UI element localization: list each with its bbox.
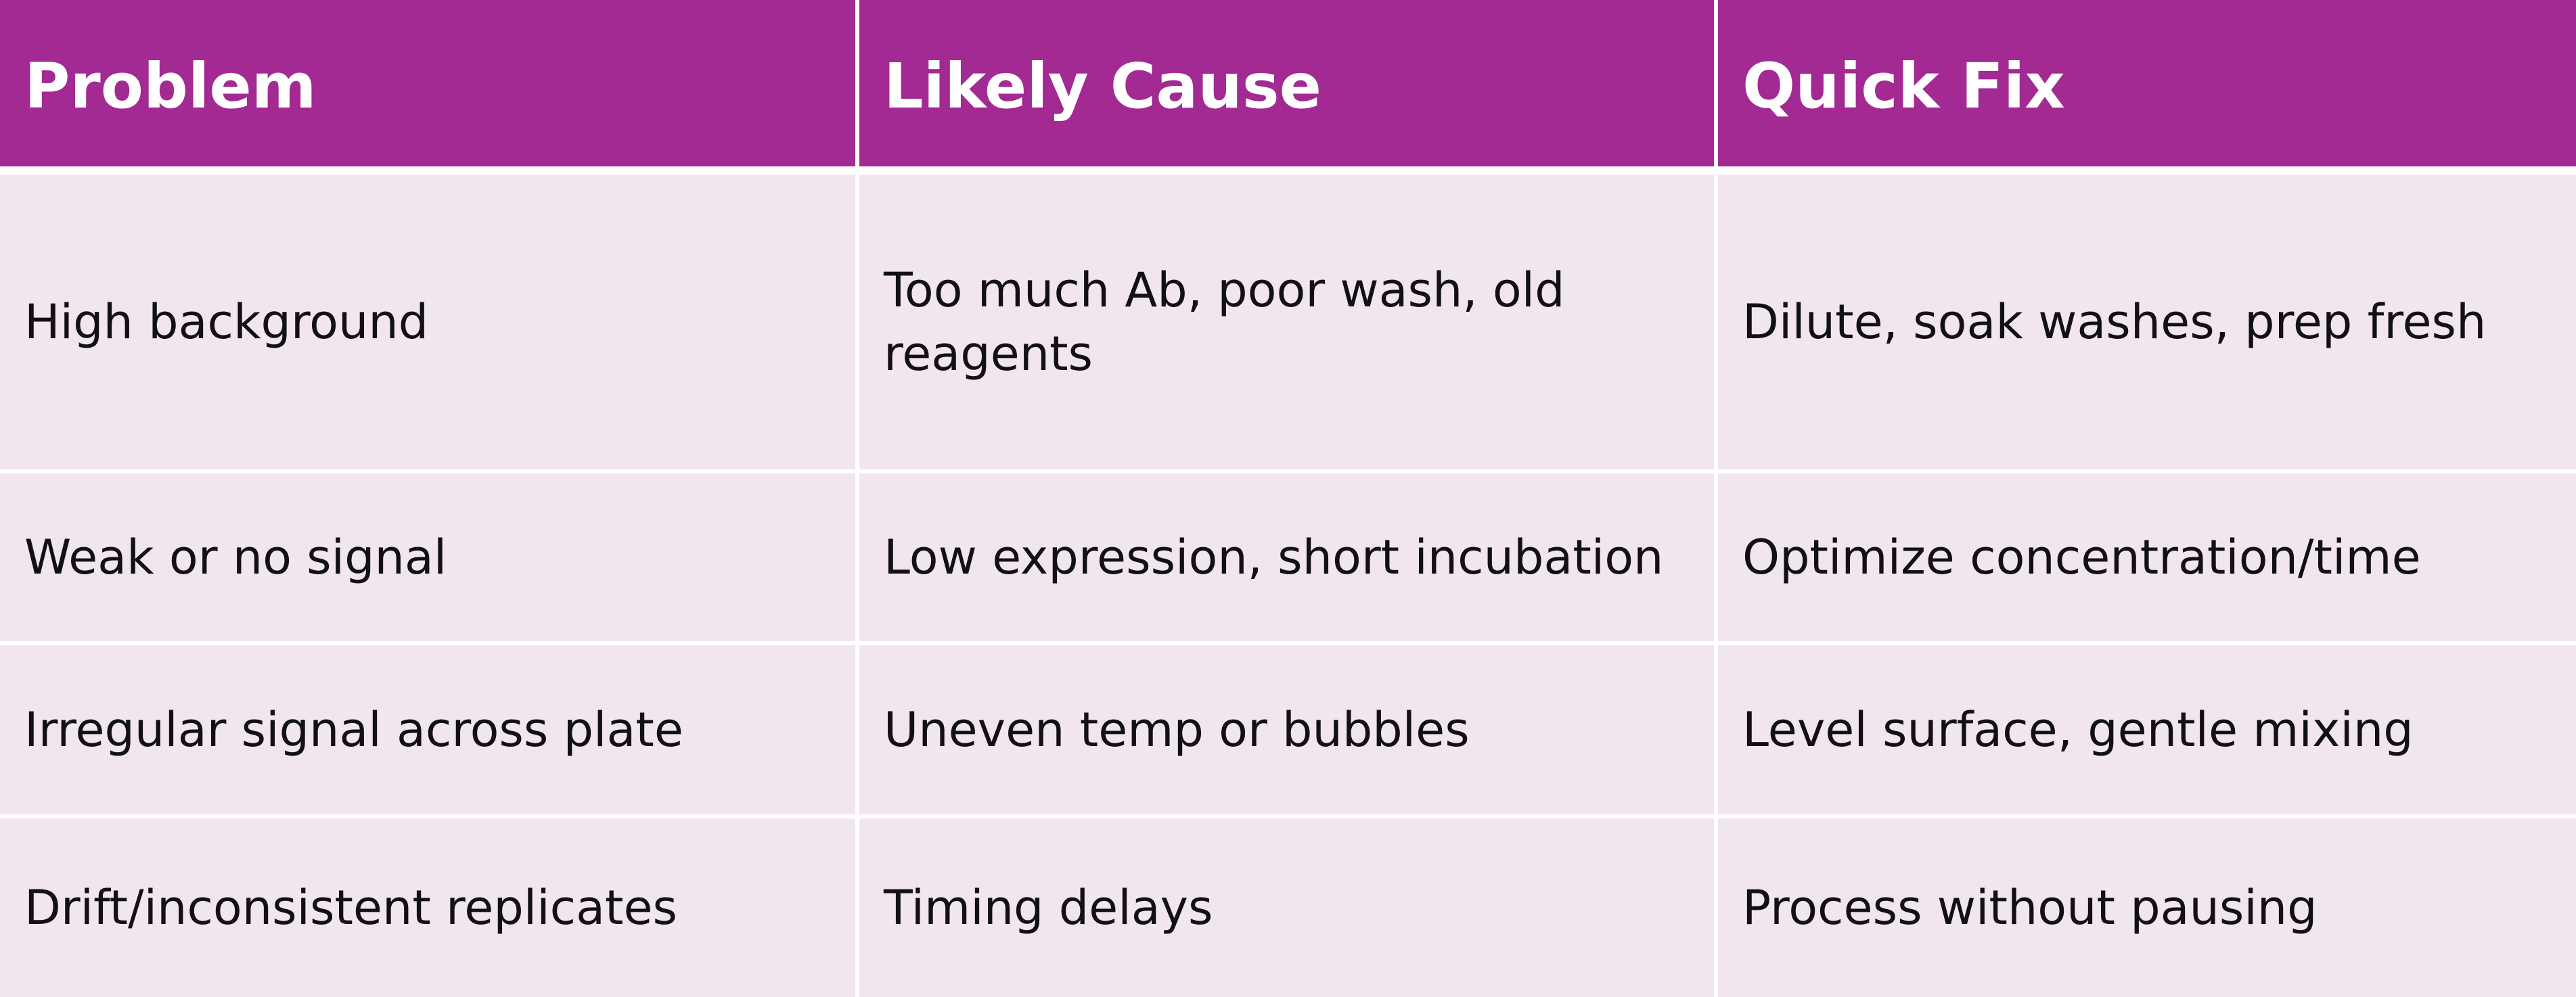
cell-text: Process without pausing	[1742, 879, 2318, 935]
table-cell-quick-fix: Level surface, gentle mixing	[1718, 645, 2576, 818]
column-header-label: Quick Fix	[1742, 49, 2065, 122]
column-header-likely-cause: Likely Cause	[859, 0, 1718, 175]
cell-text: Low expression, short incubation	[884, 529, 1664, 585]
column-header-label: Likely Cause	[884, 49, 1322, 122]
table-cell-quick-fix: Dilute, soak washes, prep fresh	[1718, 175, 2576, 473]
column-header-problem: Problem	[0, 0, 859, 175]
table-cell-problem: Drift/inconsistent replicates	[0, 818, 859, 997]
table-cell-quick-fix: Process without pausing	[1718, 818, 2576, 997]
table-cell-problem: High background	[0, 175, 859, 473]
table-cell-problem: Weak or no signal	[0, 473, 859, 645]
cell-text: Uneven temp or bubbles	[884, 701, 1470, 758]
cell-text: Weak or no signal	[24, 529, 447, 585]
cell-text: Too much Ab, poor wash, old reagents	[884, 262, 1565, 382]
cell-text: Dilute, soak washes, prep fresh	[1742, 294, 2487, 350]
column-header-quick-fix: Quick Fix	[1718, 0, 2576, 175]
table-cell-quick-fix: Optimize concentration/time	[1718, 473, 2576, 645]
table-cell-likely-cause: Uneven temp or bubbles	[859, 645, 1718, 818]
column-header-label: Problem	[24, 49, 317, 122]
cell-text: Irregular signal across plate	[24, 701, 683, 758]
cell-text: Timing delays	[884, 879, 1213, 935]
cell-text: Level surface, gentle mixing	[1742, 701, 2414, 758]
cell-text: High background	[24, 294, 429, 350]
table-cell-likely-cause: Timing delays	[859, 818, 1718, 997]
table-cell-problem: Irregular signal across plate	[0, 645, 859, 818]
cell-text: Drift/inconsistent replicates	[24, 879, 678, 935]
cell-text: Optimize concentration/time	[1742, 529, 2421, 585]
table-cell-likely-cause: Too much Ab, poor wash, old reagents	[859, 175, 1718, 473]
table-cell-likely-cause: Low expression, short incubation	[859, 473, 1718, 645]
